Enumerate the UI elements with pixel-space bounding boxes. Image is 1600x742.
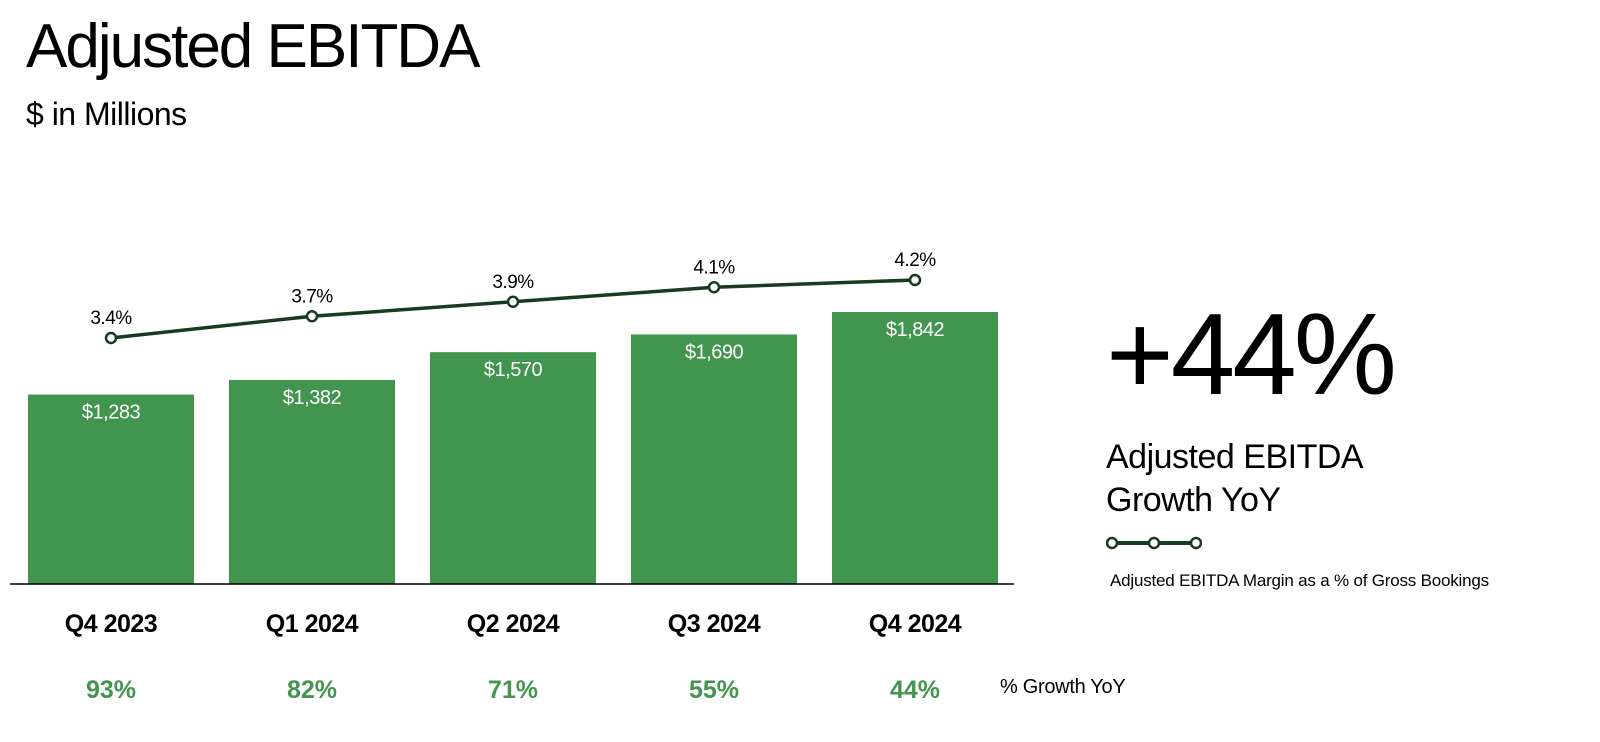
growth-highlight-label: Adjusted EBITDA Growth YoY (1106, 438, 1362, 519)
growth-value-4: 44% (890, 676, 940, 704)
page-title: Adjusted EBITDA (26, 12, 480, 81)
bar-0 (28, 394, 194, 584)
margin-label-0: 3.4% (90, 308, 132, 329)
margin-point-2 (506, 295, 520, 308)
margin-label-3: 4.1% (693, 257, 735, 278)
legend-line-icon (1106, 536, 1202, 550)
margin-point-0 (104, 331, 118, 345)
bar-value-label-1: $1,382 (283, 387, 342, 409)
bar-2 (430, 352, 596, 584)
category-label-0: Q4 2023 (65, 610, 157, 638)
growth-highlight-value: +44% (1106, 289, 1397, 419)
margin-label-4: 4.2% (894, 250, 936, 271)
bar-3 (631, 334, 797, 584)
bar-value-label-4: $1,842 (886, 319, 945, 341)
ebitda-chart: $1,283 $1,382 $1,570 $1,690 $1,842 3.4% 3.7% 3.… (10, 250, 1014, 704)
growth-row-label: % Growth YoY (1000, 676, 1126, 698)
category-label-2: Q2 2024 (467, 610, 560, 638)
category-label-4: Q4 2024 (869, 610, 962, 638)
growth-value-0: 93% (86, 676, 136, 704)
page-subtitle: $ in Millions (26, 96, 187, 132)
bar-value-label-0: $1,283 (82, 402, 141, 424)
bar-1 (229, 379, 395, 584)
bar-value-label-2: $1,570 (484, 359, 543, 381)
category-label-3: Q3 2024 (668, 610, 761, 638)
margin-point-4 (908, 273, 922, 287)
category-label-1: Q1 2024 (266, 610, 359, 638)
growth-value-1: 82% (287, 676, 337, 704)
margin-point-1 (305, 310, 319, 323)
growth-value-3: 55% (689, 676, 739, 704)
margin-label-1: 3.7% (291, 286, 333, 307)
margin-point-3 (707, 281, 721, 294)
bar-value-label-3: $1,690 (685, 341, 744, 363)
margin-label-2: 3.9% (492, 272, 534, 293)
bar-4 (832, 312, 998, 584)
growth-value-2: 71% (488, 676, 538, 704)
legend-label: Adjusted EBITDA Margin as a % of Gross B… (1110, 571, 1489, 590)
